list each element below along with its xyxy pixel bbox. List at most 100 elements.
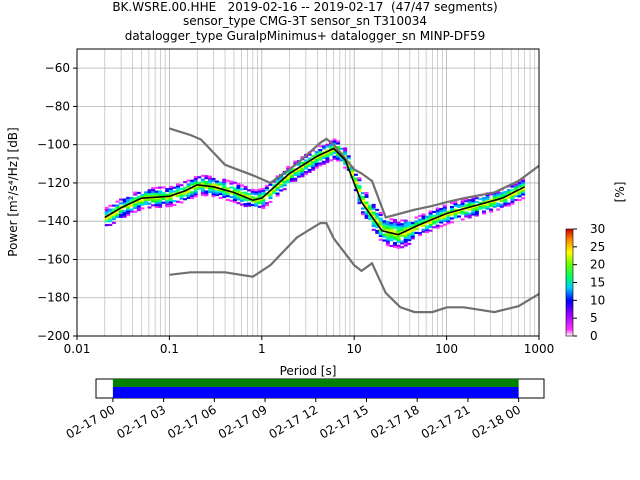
psd-cell: [467, 201, 472, 204]
psd-cell: [403, 233, 408, 236]
psd-cell: [218, 189, 223, 192]
psd-cell: [232, 198, 237, 202]
psd-cell: [435, 209, 440, 212]
series-nhnm: [169, 127, 539, 219]
psd-cell: [193, 181, 198, 184]
psd-cell: [421, 224, 426, 227]
psd-cell: [453, 204, 458, 208]
psd-cell: [257, 205, 262, 208]
psd-cell: [439, 221, 444, 224]
psd-cell: [257, 188, 262, 191]
psd-cell: [378, 238, 383, 241]
psd-cell: [357, 179, 362, 182]
psd-cell: [275, 194, 280, 197]
psd-cell: [311, 168, 316, 171]
psd-cell: [232, 181, 237, 184]
psd-cell: [371, 222, 376, 226]
psd-cell: [478, 198, 483, 201]
psd-cell: [353, 183, 358, 186]
psd-cell: [328, 149, 333, 152]
psd-cell: [122, 211, 127, 214]
psd-cell: [378, 232, 383, 236]
psd-cell: [439, 207, 444, 211]
psd-cell: [247, 202, 252, 205]
psd-cell: [357, 190, 362, 193]
psd-cell: [499, 199, 504, 202]
psd-cell: [460, 218, 465, 221]
psd-cell: [428, 223, 433, 226]
psd-cell: [143, 191, 148, 194]
psd-cell: [521, 183, 526, 186]
psd-cell: [346, 164, 351, 168]
psd-cell: [218, 183, 223, 186]
psd-cell: [403, 221, 408, 224]
psd-cell: [151, 200, 156, 203]
psd-cell: [289, 178, 294, 181]
psd-cell: [307, 165, 312, 168]
psd-cell: [243, 185, 248, 188]
psd-cell: [393, 226, 397, 229]
psd-cell: [304, 159, 309, 162]
psd-cell: [332, 151, 337, 155]
timeline-tick-label: 02-17 03: [114, 402, 168, 441]
psd-cell: [154, 202, 159, 205]
psd-cell: [506, 196, 511, 199]
psd-cell: [136, 207, 141, 210]
psd-cell: [126, 196, 131, 199]
psd-cell: [435, 226, 440, 229]
psd-cell: [432, 210, 437, 214]
psd-cell: [115, 206, 120, 209]
psd-cell: [453, 201, 458, 204]
psd-cell: [421, 230, 426, 233]
psd-cell: [514, 191, 518, 194]
psd-cell: [193, 191, 198, 194]
psd-cell: [364, 191, 369, 195]
psd-cell: [385, 236, 390, 239]
psd-cell: [460, 212, 465, 215]
psd-cell: [293, 171, 298, 175]
psd-cell: [371, 213, 376, 216]
psd-cell: [143, 200, 148, 204]
y-tick-label: −180: [37, 291, 70, 305]
psd-cell: [111, 221, 116, 224]
psd-cell: [414, 222, 419, 225]
psd-cell: [364, 203, 369, 206]
psd-cell: [129, 208, 134, 211]
psd-cell: [311, 162, 316, 165]
psd-cell: [368, 204, 373, 207]
psd-cell: [350, 174, 355, 177]
psd-cell: [190, 196, 195, 200]
psd-cell: [400, 219, 405, 222]
psd-cell: [211, 193, 216, 196]
psd-cell: [115, 204, 120, 207]
psd-cell: [510, 202, 515, 205]
psd-cell: [240, 184, 244, 187]
psd-cell: [183, 180, 188, 184]
psd-cell: [307, 157, 312, 160]
psd-cell: [464, 198, 469, 201]
colorbar-tick-label: 10: [590, 293, 605, 307]
psd-cell: [318, 149, 323, 152]
psd-cell: [200, 182, 205, 185]
psd-cell: [200, 180, 205, 183]
psd-cell: [410, 231, 415, 234]
psd-cell: [361, 207, 365, 210]
psd-cell: [393, 243, 397, 246]
x-tick-label: 1000: [524, 342, 555, 356]
psd-cell: [489, 210, 494, 213]
psd-cell: [403, 238, 408, 241]
psd-cell: [133, 193, 138, 196]
psd-cell: [147, 206, 152, 209]
psd-cell: [421, 222, 426, 226]
psd-cell: [179, 197, 184, 200]
psd-cell: [115, 215, 120, 218]
psd-cell: [471, 203, 476, 206]
psd-cell: [208, 175, 212, 178]
psd-cell: [382, 224, 387, 227]
psd-cell: [496, 197, 501, 200]
psd-cell: [158, 199, 163, 203]
psd-cell: [357, 202, 362, 205]
psd-cell: [314, 162, 319, 165]
psd-cell: [111, 212, 116, 215]
